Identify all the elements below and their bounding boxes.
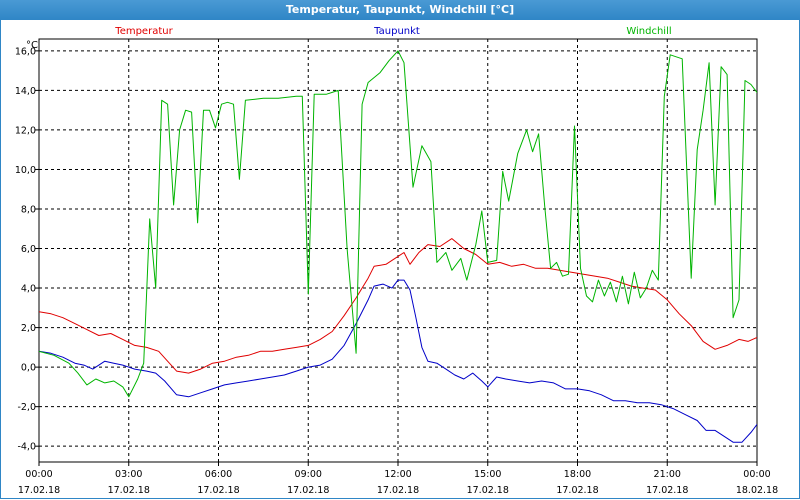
- y-tick-label: 16,0: [15, 46, 36, 57]
- y-tick-label: 6,0: [21, 244, 36, 255]
- legend: Temperatur Taupunkt Windchill: [114, 26, 671, 37]
- x-tick-time-label: 00:00: [743, 469, 770, 480]
- x-tick-time-label: 09:00: [295, 469, 322, 480]
- y-axis-unit-label: °C: [26, 40, 38, 51]
- x-tick-date-label: 18.02.18: [736, 485, 778, 496]
- grid-lines: [39, 39, 757, 462]
- x-tick-date-label: 17.02.18: [467, 485, 509, 496]
- y-tick-label: 10,0: [15, 165, 36, 176]
- x-tick-time-label: 21:00: [654, 469, 681, 480]
- x-tick-time-label: 15:00: [474, 469, 501, 480]
- x-tick-date-label: 17.02.18: [646, 485, 688, 496]
- y-tick-label: 4,0: [21, 284, 36, 295]
- x-tick-date-label: 17.02.18: [108, 485, 150, 496]
- x-tick-time-label: 12:00: [384, 469, 411, 480]
- series-line-windchill: [39, 50, 757, 398]
- x-tick-time-label: 18:00: [564, 469, 591, 480]
- chart-frame: [0, 20, 800, 499]
- series-line-taupunkt: [39, 279, 757, 443]
- x-tick-date-label: 17.02.18: [18, 485, 60, 496]
- y-tick-label: 8,0: [21, 204, 36, 215]
- y-tick-label: 12,0: [15, 125, 36, 136]
- y-tick-label: -2,0: [17, 402, 36, 413]
- x-tick-date-label: 17.02.18: [556, 485, 598, 496]
- y-tick-label: -4,0: [17, 442, 36, 453]
- legend-item-temperatur: Temperatur: [114, 26, 173, 37]
- x-tick-date-label: 17.02.18: [197, 485, 239, 496]
- legend-item-windchill: Windchill: [626, 26, 671, 37]
- x-tick-date-label: 17.02.18: [287, 485, 329, 496]
- window-title: Temperatur, Taupunkt, Windchill [°C]: [0, 0, 800, 20]
- x-tick-time-label: 03:00: [115, 469, 142, 480]
- y-tick-label: 0,0: [21, 363, 36, 374]
- y-axis: 16,0 14,0 12,0 10,0 8,0 6,0 4,0 2,0 0,0 -2,0 -4,0: [15, 46, 39, 453]
- series-lines: [39, 50, 757, 443]
- y-tick-label: 14,0: [15, 86, 36, 97]
- x-tick-time-label: 00:00: [25, 469, 52, 480]
- x-axis: 00:00 17.02.18 03:00 17.02.18 06:00 17.02.18 0…: [18, 462, 778, 496]
- y-tick-label: 2,0: [21, 323, 36, 334]
- x-tick-time-label: 06:00: [205, 469, 232, 480]
- x-tick-date-label: 17.02.18: [377, 485, 419, 496]
- legend-item-taupunkt: Taupunkt: [373, 26, 420, 37]
